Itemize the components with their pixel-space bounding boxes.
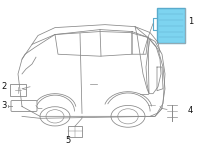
FancyBboxPatch shape	[11, 101, 37, 111]
Text: 3: 3	[2, 101, 7, 110]
Text: 4: 4	[188, 106, 193, 115]
Bar	[68, 126, 82, 137]
Text: 5: 5	[65, 136, 71, 145]
Text: 2: 2	[2, 82, 7, 91]
Text: 1: 1	[188, 17, 193, 26]
Bar	[10, 84, 26, 96]
Bar	[157, 8, 185, 43]
